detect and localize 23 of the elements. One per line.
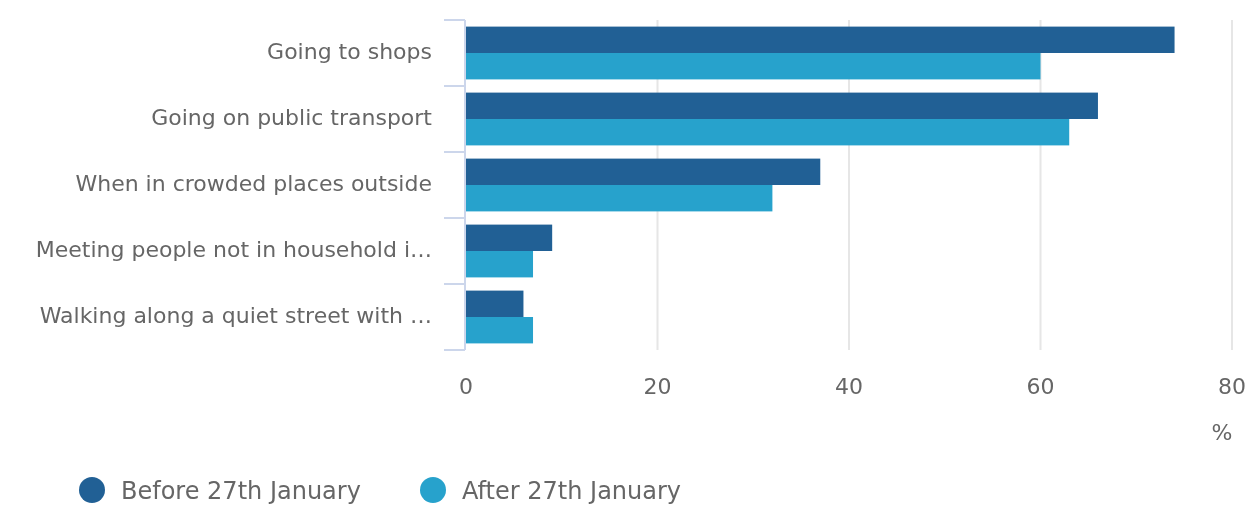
x-tick-label: 20 xyxy=(643,374,672,399)
bar xyxy=(466,251,534,278)
x-tick-label: 80 xyxy=(1218,374,1246,399)
bar xyxy=(466,26,1175,53)
x-tick-label: 0 xyxy=(459,374,473,399)
bar xyxy=(466,158,821,185)
x-tick-label: 40 xyxy=(835,374,863,399)
bar xyxy=(466,185,773,212)
y-tick-label: Going to shops xyxy=(267,39,432,64)
legend-label: After 27th January xyxy=(462,477,682,505)
bar xyxy=(466,53,1041,80)
bar xyxy=(466,224,553,251)
y-tick-label: Walking along a quiet street with … xyxy=(39,303,432,328)
bar xyxy=(466,119,1070,146)
y-tick-label: Going on public transport xyxy=(151,105,433,130)
x-tick-label: 60 xyxy=(1026,374,1055,399)
x-axis-title: % xyxy=(1211,420,1233,445)
legend-label: Before 27th January xyxy=(121,477,361,505)
y-tick-label: Meeting people not in household i… xyxy=(35,237,432,262)
bar xyxy=(466,317,534,344)
y-tick-label: When in crowded places outside xyxy=(75,171,432,196)
bar xyxy=(466,92,1098,119)
bar xyxy=(466,290,524,317)
